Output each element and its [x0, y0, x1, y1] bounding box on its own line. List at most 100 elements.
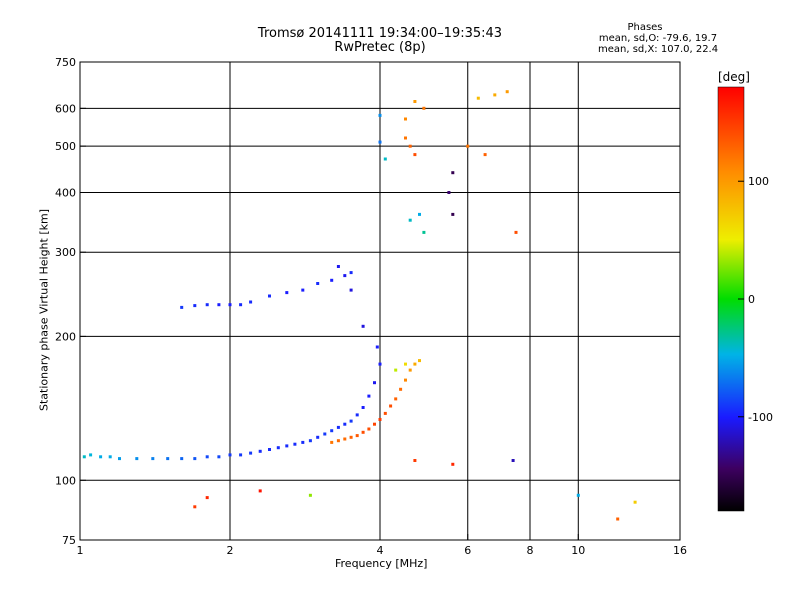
series-3 — [378, 90, 518, 234]
data-point — [616, 517, 620, 521]
data-point — [422, 230, 426, 234]
series-1 — [330, 359, 421, 444]
x-tick-label: 10 — [571, 544, 585, 557]
data-point — [451, 212, 455, 216]
data-point — [301, 288, 305, 292]
data-point — [399, 387, 403, 391]
y-tick-label: 400 — [55, 186, 76, 199]
data-point — [293, 442, 297, 446]
data-point — [228, 453, 232, 457]
phase-x-stats: mean, sd,X: 107.0, 22.4 — [598, 44, 719, 55]
data-point — [394, 397, 398, 401]
data-point — [404, 362, 407, 366]
data-point — [373, 381, 376, 385]
data-point — [258, 489, 262, 493]
grid-lines — [80, 62, 680, 540]
series-0 — [82, 265, 382, 461]
data-point — [404, 378, 407, 382]
data-point — [89, 453, 93, 457]
data-point — [466, 144, 470, 148]
data-point — [180, 457, 184, 461]
data-point — [258, 449, 262, 453]
data-point — [118, 457, 121, 461]
x-tick-label: 8 — [527, 544, 534, 557]
data-point — [330, 440, 334, 444]
series-4 — [193, 459, 637, 521]
y-tick-label: 75 — [62, 534, 76, 547]
data-point — [383, 411, 387, 415]
data-point — [404, 136, 407, 140]
x-axis-ticks: 1 2 4 6 8 10 16 — [77, 534, 687, 557]
data-point — [418, 212, 421, 216]
data-point — [451, 171, 455, 175]
data-point — [330, 429, 334, 433]
data-point — [239, 303, 243, 307]
data-point — [378, 113, 382, 117]
data-point — [308, 439, 312, 443]
data-point — [413, 459, 417, 462]
data-point — [193, 304, 197, 308]
data-point — [268, 448, 271, 451]
data-point — [205, 303, 209, 307]
x-tick-label: 4 — [377, 544, 384, 557]
data-point — [316, 282, 320, 285]
data-point — [108, 455, 112, 459]
data-point — [373, 422, 376, 426]
data-point — [511, 459, 515, 462]
data-point — [514, 230, 518, 234]
y-tick-label: 100 — [55, 474, 76, 487]
data-point — [413, 153, 417, 157]
colorbar-tick-label: 0 — [748, 293, 755, 306]
series-2 — [180, 271, 353, 309]
data-point — [394, 368, 398, 372]
data-point — [205, 455, 209, 459]
colorbar-label: [deg] — [718, 70, 750, 84]
data-point — [349, 435, 353, 439]
data-point — [276, 446, 280, 450]
data-point — [404, 117, 407, 121]
data-point — [180, 305, 184, 309]
data-point — [193, 457, 197, 461]
data-point — [268, 294, 271, 298]
data-point — [330, 278, 334, 282]
y-tick-label: 200 — [55, 330, 76, 343]
data-point — [343, 437, 347, 441]
data-point — [323, 432, 327, 436]
data-point — [308, 493, 312, 497]
data-point — [166, 457, 170, 461]
data-point — [285, 291, 289, 295]
data-point — [361, 406, 365, 409]
x-tick-label: 2 — [227, 544, 234, 557]
data-point — [135, 457, 139, 461]
data-point — [361, 430, 365, 434]
data-point — [633, 500, 637, 504]
data-point — [349, 271, 353, 275]
data-point — [367, 427, 371, 431]
data-point — [413, 100, 417, 103]
data-point — [239, 453, 243, 457]
x-axis-label: Frequency [MHz] — [335, 557, 428, 570]
data-point — [451, 462, 455, 466]
data-point — [217, 303, 221, 307]
chart-subtitle: RwPretec (8p) — [334, 40, 426, 55]
data-point — [447, 191, 451, 194]
data-point — [493, 93, 497, 97]
data-point — [355, 434, 359, 438]
data-point — [99, 455, 103, 459]
data-point — [413, 362, 417, 366]
data-point — [336, 439, 340, 443]
x-tick-label: 16 — [673, 544, 687, 557]
data-point — [343, 274, 347, 278]
data-point — [375, 345, 379, 349]
y-tick-label: 750 — [55, 56, 76, 69]
x-tick-label: 1 — [77, 544, 84, 557]
colorbar-tick-label: 100 — [748, 175, 769, 188]
data-point — [408, 368, 412, 372]
data-point — [151, 457, 155, 461]
data-point — [249, 451, 253, 455]
data-point — [355, 413, 359, 417]
y-tick-label: 300 — [55, 246, 76, 259]
data-point — [228, 303, 232, 307]
y-tick-label: 600 — [55, 102, 76, 115]
